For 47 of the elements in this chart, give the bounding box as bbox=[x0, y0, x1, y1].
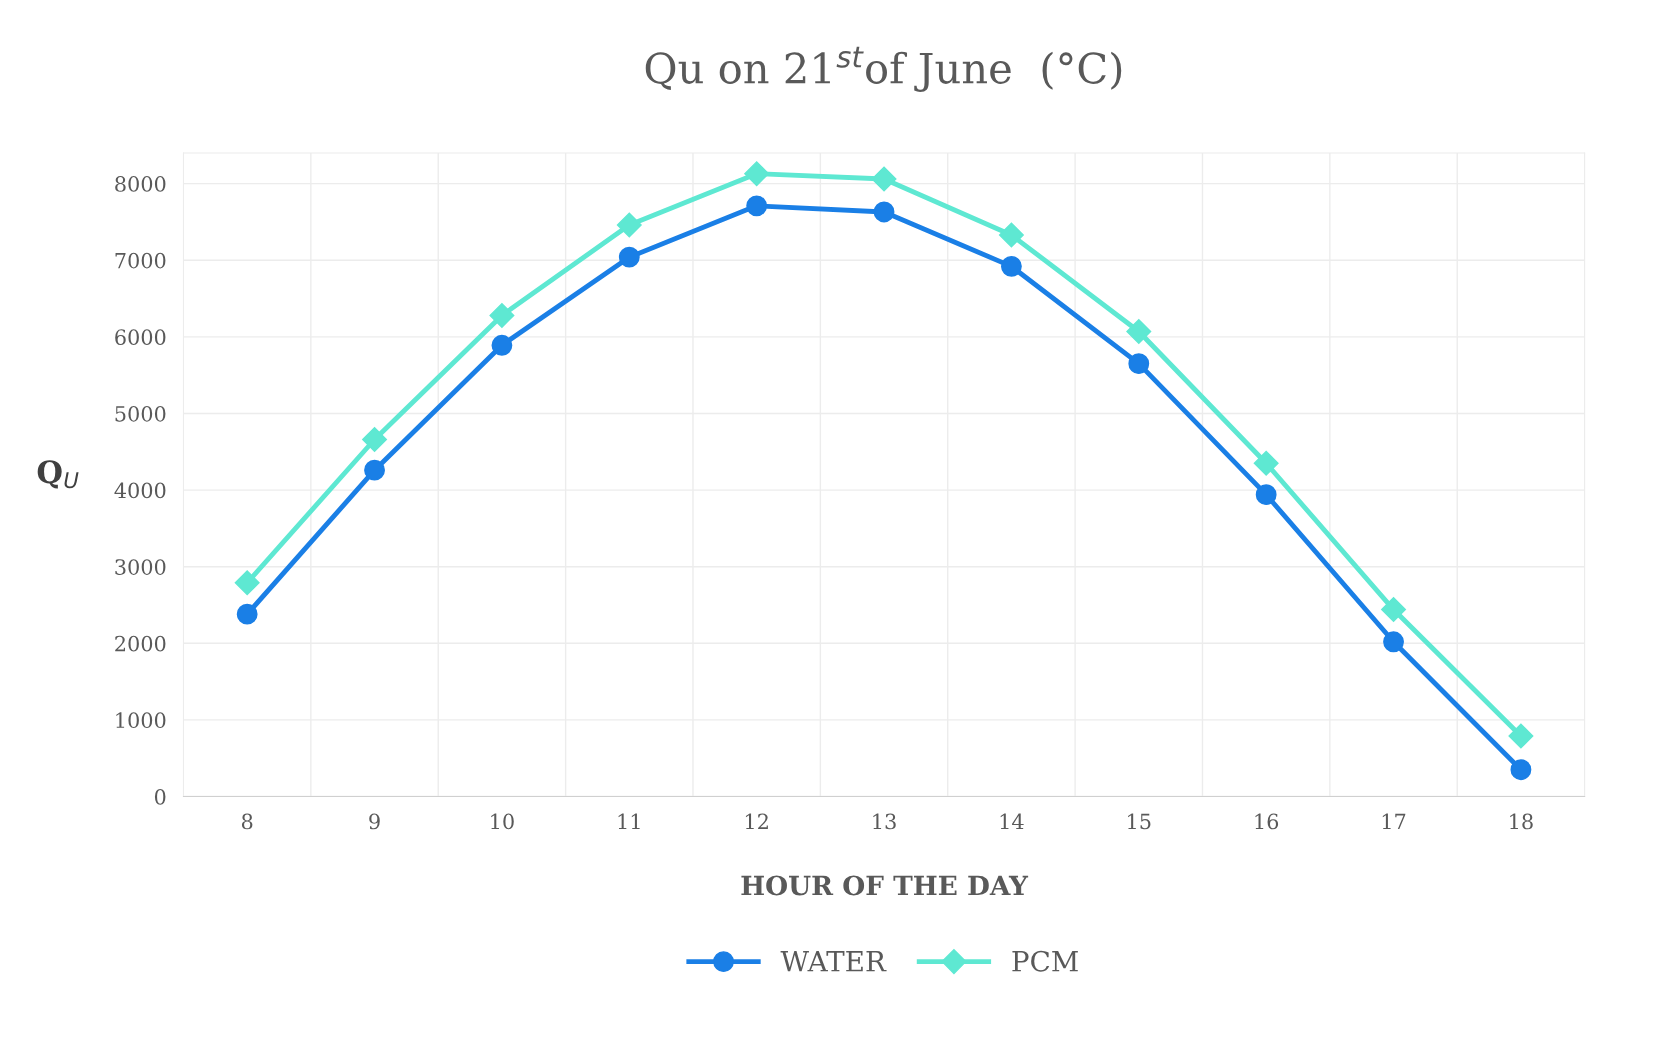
point bbox=[364, 459, 385, 481]
y-tick-label: 6000 bbox=[115, 329, 166, 346]
y-tick-label: 4000 bbox=[114, 482, 166, 499]
point bbox=[1253, 450, 1279, 476]
point bbox=[1128, 353, 1150, 375]
x-tick-label: 16 bbox=[1255, 813, 1279, 830]
point bbox=[234, 570, 260, 596]
y-tick-label: 8000 bbox=[115, 176, 166, 192]
y-tick-label: 2000 bbox=[115, 635, 166, 652]
chart-title: Qu on 21$^{st}$of June (°C) bbox=[645, 46, 1122, 92]
point bbox=[871, 166, 897, 192]
x-tick-label: 12 bbox=[745, 813, 768, 830]
point bbox=[491, 334, 513, 356]
x-tick-label: 9 bbox=[369, 813, 380, 830]
point bbox=[1508, 723, 1534, 749]
point bbox=[744, 161, 770, 187]
legend-label: WATER bbox=[780, 951, 887, 972]
x-tick-label: 11 bbox=[618, 813, 640, 830]
point bbox=[998, 222, 1024, 248]
point bbox=[746, 195, 768, 217]
point bbox=[616, 212, 642, 238]
x-tick-label: 14 bbox=[1000, 813, 1024, 830]
y-axis-title: Q$_{U}$ bbox=[37, 460, 79, 489]
y-tick-label: 5000 bbox=[115, 405, 166, 422]
x-tick-label: 13 bbox=[873, 813, 896, 830]
x-axis-title: HOUR OF THE DAY bbox=[741, 875, 1029, 896]
point bbox=[1383, 631, 1404, 653]
point bbox=[362, 427, 388, 452]
point bbox=[1000, 255, 1022, 277]
x-tick-label: 17 bbox=[1382, 813, 1406, 830]
x-tick-label: 18 bbox=[1510, 813, 1533, 830]
y-tick-label: 0 bbox=[154, 788, 166, 805]
x-tick-label: 10 bbox=[491, 813, 514, 830]
point bbox=[1381, 597, 1407, 623]
point bbox=[489, 302, 515, 328]
x-tick-label: 8 bbox=[241, 813, 253, 830]
point bbox=[1126, 319, 1152, 344]
point bbox=[1510, 759, 1532, 781]
y-tick-label: 7000 bbox=[115, 252, 166, 269]
y-tick-label: 1000 bbox=[116, 712, 166, 729]
point bbox=[873, 201, 895, 223]
point bbox=[1255, 484, 1277, 506]
legend-label: PCM bbox=[1012, 950, 1078, 972]
point bbox=[618, 246, 640, 268]
point bbox=[236, 603, 258, 625]
y-tick-label: 3000 bbox=[115, 559, 166, 575]
x-tick-label: 15 bbox=[1128, 813, 1151, 830]
